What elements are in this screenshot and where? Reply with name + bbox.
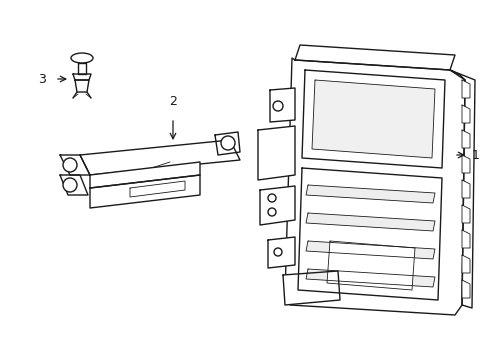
Polygon shape <box>297 168 441 300</box>
Polygon shape <box>294 45 454 70</box>
Text: 2: 2 <box>169 95 177 108</box>
Polygon shape <box>78 63 86 74</box>
Text: 3: 3 <box>38 72 46 86</box>
Polygon shape <box>80 140 240 175</box>
Polygon shape <box>461 280 469 298</box>
Polygon shape <box>461 80 469 98</box>
Polygon shape <box>461 105 469 123</box>
Polygon shape <box>305 213 434 231</box>
Polygon shape <box>461 205 469 223</box>
Polygon shape <box>75 80 89 92</box>
Polygon shape <box>449 70 474 308</box>
Polygon shape <box>461 255 469 273</box>
Polygon shape <box>326 241 414 290</box>
Polygon shape <box>311 80 434 158</box>
Polygon shape <box>130 181 184 197</box>
Circle shape <box>272 101 283 111</box>
Polygon shape <box>461 155 469 173</box>
Polygon shape <box>269 88 294 122</box>
Text: 1: 1 <box>471 149 479 162</box>
Polygon shape <box>461 230 469 248</box>
Polygon shape <box>90 162 200 188</box>
Polygon shape <box>302 70 444 168</box>
Circle shape <box>221 136 235 150</box>
Polygon shape <box>461 180 469 198</box>
Polygon shape <box>60 155 90 175</box>
Ellipse shape <box>71 53 93 63</box>
Polygon shape <box>267 237 294 268</box>
Circle shape <box>267 194 275 202</box>
Polygon shape <box>90 175 200 208</box>
Circle shape <box>63 158 77 172</box>
Circle shape <box>273 248 282 256</box>
Polygon shape <box>285 58 464 315</box>
Polygon shape <box>305 269 434 287</box>
Polygon shape <box>258 126 294 180</box>
Polygon shape <box>461 130 469 148</box>
Circle shape <box>267 208 275 216</box>
Polygon shape <box>215 132 240 155</box>
Circle shape <box>63 178 77 192</box>
Polygon shape <box>73 74 91 80</box>
Polygon shape <box>305 241 434 259</box>
Polygon shape <box>305 185 434 203</box>
Polygon shape <box>283 271 339 305</box>
Polygon shape <box>260 186 294 225</box>
Polygon shape <box>60 175 88 195</box>
